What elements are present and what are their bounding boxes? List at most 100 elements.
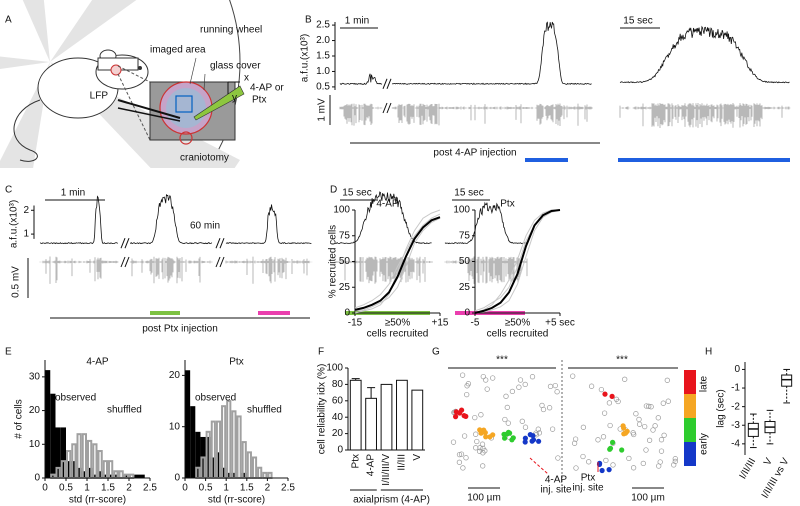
y-tick-label: 0: [34, 473, 40, 484]
histogram-bar: [236, 415, 242, 479]
y-tick-label: 50: [459, 256, 471, 267]
y-tick-label: 2.5: [316, 20, 330, 31]
y-tick-label: -1: [731, 383, 740, 394]
cell: [546, 405, 553, 411]
cell: [461, 433, 468, 439]
histogram-bar: [215, 452, 222, 478]
legend-label: shuffled: [247, 405, 282, 416]
x-axis-label: std (rr-score): [69, 495, 126, 506]
scale-label: 1 min: [61, 188, 85, 199]
y-tick-label: 20: [169, 370, 181, 381]
cell: [549, 426, 556, 432]
significance: ***: [616, 355, 628, 366]
cell: [665, 398, 671, 404]
x-tick-label: +15: [432, 318, 449, 329]
y-axis-label: lag (sec): [716, 389, 727, 427]
cell: [631, 431, 637, 438]
cell: [450, 439, 457, 445]
histogram-bar: [45, 370, 51, 478]
gap-label: 60 min: [190, 221, 220, 232]
cell: [458, 451, 465, 457]
cell: [622, 376, 628, 382]
cell: [522, 381, 528, 388]
label: imaged area: [150, 45, 206, 56]
cell: [473, 431, 479, 437]
significance: ***: [496, 355, 508, 366]
site-label: Ptx: [581, 473, 595, 484]
x-tick-label: 1: [223, 483, 229, 494]
cell: [603, 457, 609, 464]
site-label: 4-AP: [545, 475, 568, 486]
panel-label: H: [705, 347, 712, 358]
fluorescence-trace: [444, 201, 528, 245]
recruited-cell: [607, 445, 614, 451]
histogram-bar: [108, 474, 114, 478]
break-mark: [219, 256, 225, 268]
cell: [636, 416, 642, 423]
x-tick-label: I/II/III/V: [381, 454, 392, 486]
bar: [349, 379, 362, 451]
recruited-cell: [620, 423, 626, 429]
cell: [672, 458, 678, 465]
caption: post 4-AP injection: [433, 148, 516, 159]
y-tick-label: 100: [453, 205, 470, 216]
legend-label: observed: [195, 393, 236, 404]
colorbar-label: late: [699, 376, 710, 393]
histogram-bar: [71, 461, 77, 478]
histogram-bar: [246, 451, 252, 480]
x-tick-label: 4-AP: [366, 454, 377, 477]
histogram-bar: [251, 456, 258, 480]
cell: [476, 448, 483, 454]
cell: [522, 424, 529, 430]
histogram-bar: [102, 474, 108, 478]
group-label: axial: [353, 495, 374, 506]
label: craniotomy: [180, 153, 229, 164]
cell: [586, 459, 592, 465]
y-axis-label: % recruited cells: [328, 225, 339, 298]
recruited-cell: [487, 434, 493, 440]
recruited-cell: [483, 434, 489, 440]
recruited-cell: [505, 429, 512, 435]
cell: [516, 384, 522, 390]
cell: [490, 375, 496, 381]
histogram-bar: [139, 474, 145, 478]
histogram-bar: [267, 471, 273, 480]
colorbar-label: early: [699, 433, 710, 455]
panel-label: D: [330, 185, 337, 196]
recruited-cell: [510, 435, 516, 441]
zoom-line: [117, 73, 151, 141]
scale-label: 100 µm: [467, 493, 501, 504]
recruited-cell: [621, 431, 627, 437]
histogram-bar: [195, 431, 201, 478]
cell: [509, 388, 516, 395]
cell: [464, 391, 470, 398]
cell: [463, 455, 469, 461]
y-tick-label: -2: [731, 401, 740, 412]
line-series: [474, 209, 561, 314]
x-tick-label: 0: [42, 483, 48, 494]
cell: [660, 400, 666, 406]
line-series: [474, 209, 561, 314]
recruited-cell: [619, 447, 625, 453]
histogram-bar: [92, 474, 98, 478]
cell: [555, 455, 561, 461]
cell: [456, 459, 463, 465]
y-tick-label: 10: [169, 421, 181, 432]
recruited-cell: [599, 467, 605, 474]
histogram-bar: [87, 467, 93, 478]
y-tick-label: 30: [29, 371, 41, 382]
x-axis-label: cells recruited: [367, 329, 429, 340]
y-tick-label: 60: [332, 395, 344, 406]
site-label: inj. site: [572, 483, 604, 494]
histogram-bar: [66, 461, 72, 478]
cell: [633, 411, 639, 417]
cell: [472, 414, 478, 421]
y-tick-label: 0.5: [316, 82, 330, 93]
histogram-bar: [81, 471, 87, 478]
fluorescence-trace: [339, 73, 383, 85]
wheel-spoke: [50, 0, 137, 62]
histogram-bar: [221, 405, 227, 480]
x-tick-label: V: [762, 456, 775, 468]
cell: [580, 453, 586, 460]
cell: [536, 430, 543, 436]
